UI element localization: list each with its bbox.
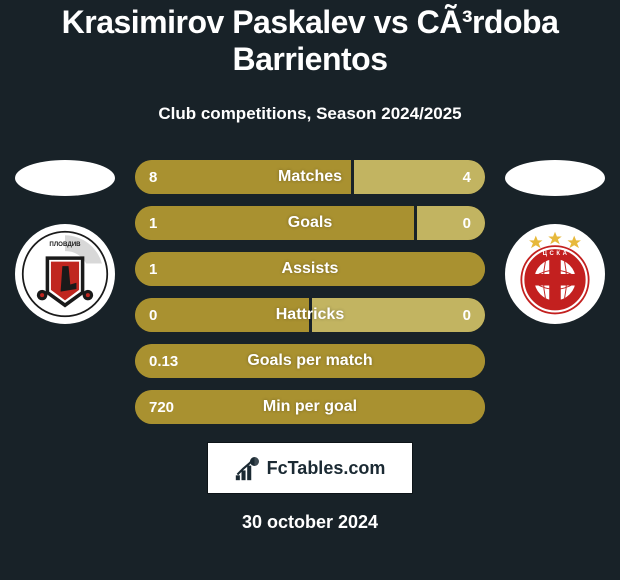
right-team-badge: Ц С К А: [505, 224, 605, 324]
fctables-logo-icon: [235, 455, 261, 481]
left-team-ellipse: [15, 160, 115, 196]
stat-label: Goals: [135, 214, 485, 232]
lokomotiv-plovdiv-icon: ПЛОВДИВ: [21, 230, 109, 318]
stat-label: Matches: [135, 168, 485, 186]
right-team-column: Ц С К А: [505, 160, 605, 324]
left-team-column: ПЛОВДИВ: [15, 160, 115, 324]
stat-row: 0.13Goals per match: [135, 344, 485, 378]
stat-value-right: 0: [463, 307, 471, 324]
stat-row: 1Goals0: [135, 206, 485, 240]
stat-bars: 8Matches41Goals01Assists0Hattricks00.13G…: [135, 160, 485, 424]
svg-text:Ц С К А: Ц С К А: [543, 251, 568, 257]
stat-label: Min per goal: [135, 398, 485, 416]
svg-text:ПЛОВДИВ: ПЛОВДИВ: [49, 241, 81, 248]
comparison-area: ПЛОВДИВ 8Matches41Goals01Assists0Hattric…: [0, 160, 620, 424]
site-name: FcTables.com: [267, 458, 386, 479]
stat-row: 1Assists: [135, 252, 485, 286]
stat-row: 0Hattricks0: [135, 298, 485, 332]
cska-sofia-icon: Ц С К А: [507, 226, 603, 322]
subtitle: Club competitions, Season 2024/2025: [0, 104, 620, 124]
site-badge[interactable]: FcTables.com: [207, 442, 413, 494]
stat-value-right: 4: [463, 169, 471, 186]
date-label: 30 october 2024: [0, 512, 620, 533]
page-title: Krasimirov Paskalev vs CÃ³rdoba Barrient…: [0, 4, 620, 78]
stat-value-right: 0: [463, 215, 471, 232]
stat-label: Assists: [135, 260, 485, 278]
right-team-ellipse: [505, 160, 605, 196]
stat-row: 720Min per goal: [135, 390, 485, 424]
left-team-badge: ПЛОВДИВ: [15, 224, 115, 324]
stat-row: 8Matches4: [135, 160, 485, 194]
stat-label: Goals per match: [135, 352, 485, 370]
stat-label: Hattricks: [135, 306, 485, 324]
